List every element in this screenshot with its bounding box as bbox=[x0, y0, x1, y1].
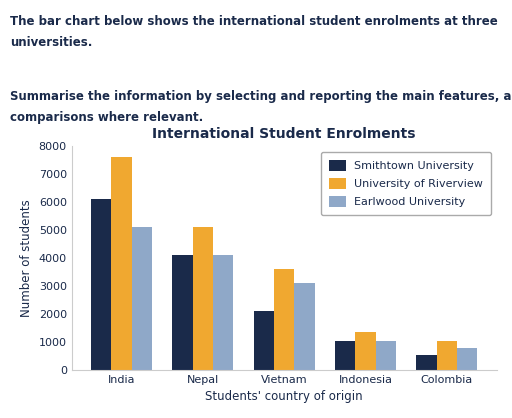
Legend: Smithtown University, University of Riverview, Earlwood University: Smithtown University, University of Rive… bbox=[321, 152, 491, 215]
Bar bbox=[294, 283, 315, 370]
Bar bbox=[355, 332, 376, 370]
Bar bbox=[253, 311, 274, 370]
Bar bbox=[193, 227, 213, 370]
Title: International Student Enrolments: International Student Enrolments bbox=[153, 127, 416, 141]
Bar bbox=[376, 341, 396, 370]
Bar bbox=[213, 255, 233, 370]
Bar bbox=[335, 341, 355, 370]
Bar bbox=[274, 269, 294, 370]
Bar bbox=[173, 255, 193, 370]
Bar bbox=[111, 158, 132, 370]
Bar bbox=[132, 227, 152, 370]
X-axis label: Students' country of origin: Students' country of origin bbox=[205, 390, 363, 403]
Bar bbox=[416, 354, 437, 370]
Bar bbox=[91, 199, 111, 370]
Y-axis label: Number of students: Number of students bbox=[20, 199, 33, 317]
Bar bbox=[457, 348, 477, 370]
Text: Summarise the information by selecting and reporting the main features, and make: Summarise the information by selecting a… bbox=[10, 90, 512, 103]
Text: universities.: universities. bbox=[10, 36, 93, 48]
Bar bbox=[437, 341, 457, 370]
Text: comparisons where relevant.: comparisons where relevant. bbox=[10, 111, 203, 124]
Text: The bar chart below shows the international student enrolments at three: The bar chart below shows the internatio… bbox=[10, 15, 498, 28]
